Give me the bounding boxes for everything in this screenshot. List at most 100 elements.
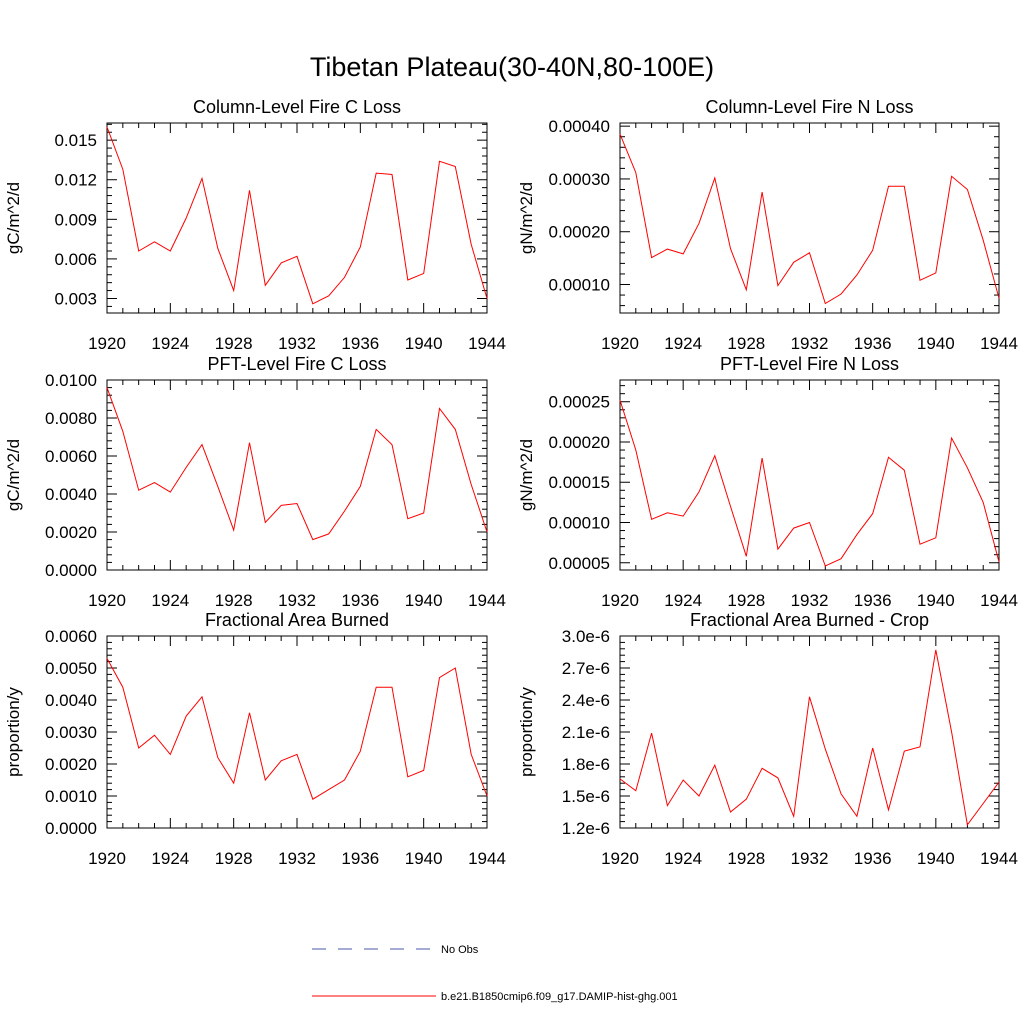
y-tick-label: 0.0100	[45, 371, 97, 390]
x-tick-label: 1944	[980, 849, 1018, 868]
legend-label-model: b.e21.B1850cmip6.f09_g17.DAMIP-hist-ghg.…	[441, 991, 678, 1003]
panel-title: Column-Level Fire C Loss	[193, 97, 401, 117]
y-tick-label: 0.00005	[549, 554, 610, 573]
y-axis-label: proportion/y	[517, 687, 536, 777]
x-tick-label: 1932	[791, 334, 829, 353]
x-tick-label: 1936	[341, 334, 379, 353]
y-tick-label: 0.0080	[45, 409, 97, 428]
x-tick-label: 1924	[151, 849, 189, 868]
panel-1: Column-Level Fire C Loss gC/m^2/d 1920 1924…	[4, 97, 506, 353]
y-tick-label: 0.006	[54, 250, 97, 269]
x-tick-label: 1928	[727, 849, 765, 868]
x-tick-label: 1940	[917, 591, 955, 610]
y-tick-label: 0.012	[54, 171, 97, 190]
plot-frame	[619, 122, 1000, 314]
x-tick-label: 1944	[980, 591, 1018, 610]
y-tick-label: 0.00025	[549, 393, 610, 412]
panel-title: PFT-Level Fire N Loss	[720, 354, 899, 374]
x-tick-label: 1920	[88, 591, 126, 610]
y-tick-label: 0.00040	[549, 117, 610, 136]
y-tick-label: 0.0000	[45, 561, 97, 580]
series-line-1	[106, 126, 488, 305]
y-tick-label: 0.00020	[549, 223, 610, 242]
x-tick-label: 1940	[405, 591, 443, 610]
x-tick-label: 1936	[341, 591, 379, 610]
series-line-1	[619, 649, 1000, 827]
y-tick-label: 0.0060	[45, 627, 97, 646]
panel-3: PFT-Level Fire C Loss gC/m^2/d 1920 1924 192…	[4, 354, 506, 610]
x-tick-label: 1932	[791, 591, 829, 610]
x-tick-label: 1924	[664, 849, 702, 868]
panel-6: Fractional Area Burned - Crop proportion/…	[517, 610, 1018, 868]
y-tick-label: 0.0060	[45, 447, 97, 466]
y-tick-label: 2.1e-6	[562, 723, 610, 742]
x-tick-label: 1936	[341, 849, 379, 868]
y-axis-label: gC/m^2/d	[4, 182, 23, 254]
y-tick-label: 0.00030	[549, 170, 610, 189]
panel-title: Column-Level Fire N Loss	[705, 97, 913, 117]
x-tick-label: 1928	[215, 334, 253, 353]
plot-frame	[619, 635, 1000, 829]
x-tick-label: 1944	[980, 334, 1018, 353]
x-tick-label: 1932	[791, 849, 829, 868]
y-tick-label: 0.0000	[45, 819, 97, 838]
x-tick-label: 1940	[917, 334, 955, 353]
x-tick-label: 1920	[88, 849, 126, 868]
y-tick-label: 1.2e-6	[562, 819, 610, 838]
y-tick-label: 0.00015	[549, 473, 610, 492]
y-tick-label: 2.7e-6	[562, 659, 610, 678]
x-tick-label: 1944	[468, 591, 506, 610]
x-tick-label: 1940	[405, 849, 443, 868]
panels: Column-Level Fire C Loss gC/m^2/d 1920 1924…	[4, 97, 1018, 868]
plot-frame	[106, 122, 488, 314]
y-axis-label: gN/m^2/d	[517, 182, 536, 254]
y-tick-label: 0.0040	[45, 691, 97, 710]
y-axis-label: gC/m^2/d	[4, 439, 23, 511]
figure-title: Tibetan Plateau(30-40N,80-100E)	[310, 52, 714, 82]
x-tick-label: 1944	[468, 334, 506, 353]
y-tick-label: 0.0020	[45, 755, 97, 774]
y-tick-label: 0.0020	[45, 523, 97, 542]
panel-title: Fractional Area Burned	[205, 610, 389, 630]
y-tick-label: 0.00020	[549, 433, 610, 452]
x-tick-label: 1924	[151, 591, 189, 610]
x-tick-label: 1932	[278, 591, 316, 610]
x-tick-label: 1920	[601, 849, 639, 868]
legend-label-no-obs: No Obs	[441, 944, 479, 956]
x-tick-label: 1928	[727, 591, 765, 610]
x-tick-label: 1924	[664, 591, 702, 610]
plot-frame	[619, 379, 1000, 571]
y-tick-label: 0.0050	[45, 659, 97, 678]
series-line-1	[619, 133, 1000, 305]
x-tick-label: 1924	[151, 334, 189, 353]
y-tick-label: 0.009	[54, 210, 97, 229]
x-tick-label: 1940	[917, 849, 955, 868]
x-tick-label: 1936	[854, 334, 892, 353]
x-tick-label: 1944	[468, 849, 506, 868]
x-tick-label: 1928	[215, 849, 253, 868]
x-tick-label: 1940	[405, 334, 443, 353]
x-tick-label: 1932	[278, 334, 316, 353]
y-axis-label: proportion/y	[4, 687, 23, 777]
y-tick-label: 0.003	[54, 289, 97, 308]
y-tick-label: 3.0e-6	[562, 627, 610, 646]
panel-title: Fractional Area Burned - Crop	[690, 610, 929, 630]
series-line-1	[106, 387, 488, 541]
y-tick-label: 0.0010	[45, 787, 97, 806]
x-tick-label: 1936	[854, 849, 892, 868]
y-tick-label: 2.4e-6	[562, 691, 610, 710]
legend: No Obs b.e21.B1850cmip6.f09_g17.DAMIP-hi…	[312, 944, 678, 1003]
series-line-1	[619, 399, 1000, 567]
panel-4: PFT-Level Fire N Loss gN/m^2/d 1920 1924 192…	[517, 354, 1018, 610]
y-tick-label: 0.00010	[549, 276, 610, 295]
y-tick-label: 0.0040	[45, 485, 97, 504]
series-line-1	[106, 658, 488, 800]
x-tick-label: 1936	[854, 591, 892, 610]
x-tick-label: 1928	[215, 591, 253, 610]
y-tick-label: 0.015	[54, 131, 97, 150]
x-tick-label: 1928	[727, 334, 765, 353]
plot-frame	[106, 379, 488, 571]
panel-2: Column-Level Fire N Loss gN/m^2/d 1920 1924…	[517, 97, 1018, 353]
panel-title: PFT-Level Fire C Loss	[207, 354, 386, 374]
